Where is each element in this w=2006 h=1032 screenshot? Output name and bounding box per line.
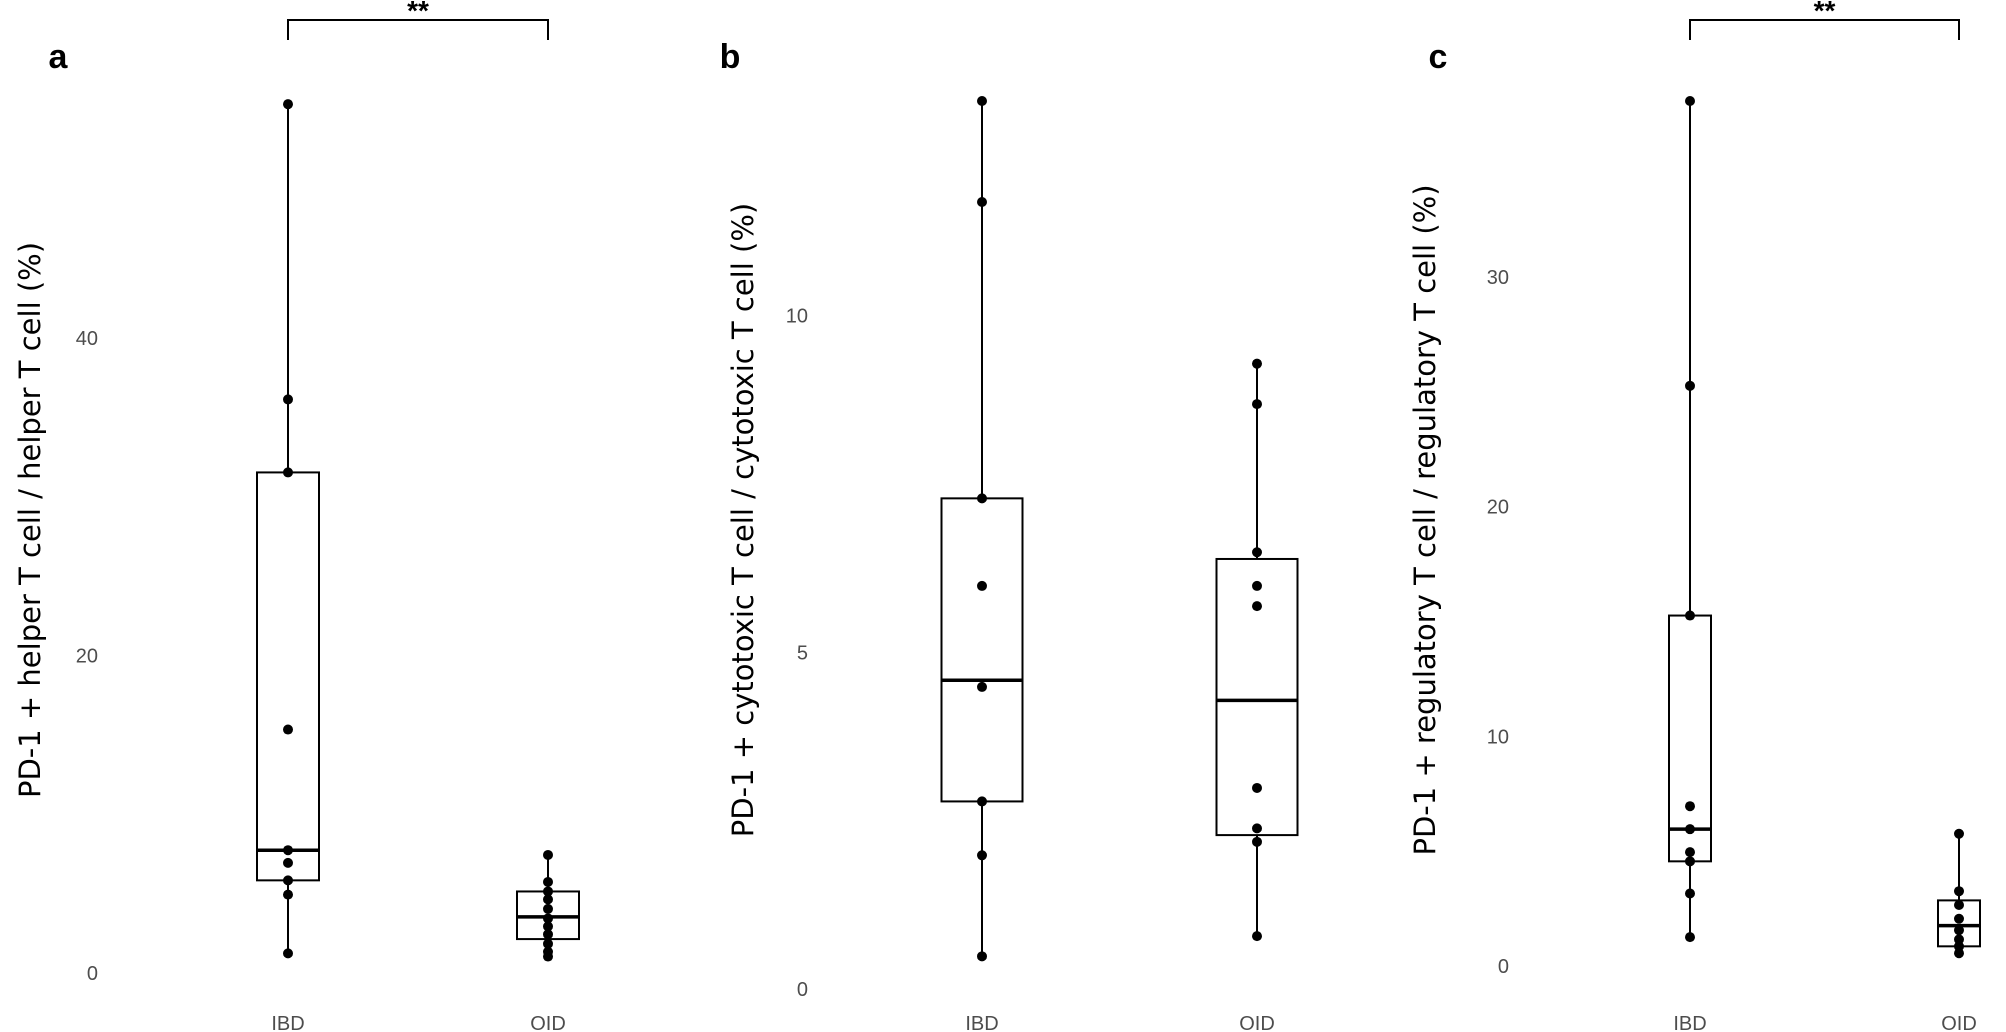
panel-c-x-tick-label: IBD [1673, 1013, 1706, 1032]
panel-c-oid-data-point [1954, 948, 1964, 959]
panel-c-oid-data-point [1954, 925, 1964, 936]
panel-a-oid-data-point [543, 938, 553, 949]
panel-b-ibd-box [940, 497, 1024, 803]
panel-b-oid-data-point [1252, 836, 1262, 847]
panel-b-y-tick-label: 5 [797, 642, 808, 664]
panel-a-label: a [49, 38, 69, 76]
panel-a-y-axis-label: PD-1 + helper T cell / helper T cell (%) [13, 242, 47, 798]
panel-c-ibd-data-point [1685, 932, 1695, 943]
panel-a-y-tick-label: 20 [76, 646, 98, 668]
panel-c-ibd-data-point [1685, 824, 1695, 835]
panel-a-ibd-data-point [283, 875, 293, 886]
panel-c-ibd-data-point [1685, 888, 1695, 899]
panel-c-significance-bracket [1689, 19, 1960, 40]
panel-c-oid-data-point [1954, 934, 1964, 945]
panel-a-x-tick-label: OID [530, 1013, 566, 1032]
panel-b-oid-box [1215, 557, 1299, 837]
panel-c-ibd-box [1668, 614, 1712, 863]
panel-a-ibd-data-point [283, 857, 293, 868]
panel-b-oid-data-point [1252, 547, 1262, 558]
panel-c-y-axis-label: PD-1 + regulatory T cell / regulatory T … [1408, 184, 1442, 855]
panel-a-significance-label: ** [407, 0, 429, 26]
panel-a-y-tick-label: 0 [87, 963, 98, 985]
panel-b-ibd-data-point [977, 580, 987, 591]
panel-c-oid-data-point [1954, 886, 1964, 897]
panel-b-oid-data-point [1252, 931, 1262, 942]
panel-b-ibd-data-point [977, 796, 987, 807]
panel-a-oid-data-point [543, 903, 553, 914]
panel-a-oid-data-point [543, 886, 553, 897]
panel-a-ibd-data-point [283, 99, 293, 110]
panel-a-oid-data-point [543, 929, 553, 940]
panel-b-y-tick-label: 0 [797, 979, 808, 1001]
panel-b-label: b [720, 38, 741, 76]
panel-c-y-tick-label: 0 [1498, 956, 1509, 978]
panel-b-ibd-data-point [977, 96, 987, 106]
panel-c-label: c [1429, 38, 1448, 76]
panel-a-oid-data-point [543, 876, 553, 887]
panel-c-y-tick-label: 20 [1487, 497, 1509, 519]
panel-b-oid-data-point [1252, 601, 1262, 612]
panel-a-significance-bracket [287, 19, 549, 40]
panel-c-significance-label: ** [1814, 0, 1836, 26]
panel-b-oid-data-point [1252, 358, 1262, 369]
panel-a-ibd-data-point [283, 845, 293, 856]
panel-b-ibd-data-point [977, 681, 987, 692]
panel-c-oid-data-point [1954, 941, 1964, 952]
panel-a-oid-data-point [543, 913, 553, 924]
panel-c-x-tick-label: OID [1941, 1013, 1977, 1032]
panel-a-oid-data-point [543, 921, 553, 932]
panel-c-oid-data-point [1954, 828, 1964, 839]
panel-a-ibd-data-point [283, 948, 293, 959]
panel-b-oid-data-point [1252, 399, 1262, 410]
panel-a-ibd-data-point [283, 467, 293, 478]
panel-c-ibd-data-point [1685, 96, 1695, 106]
panel-c-ibd-data-point [1685, 847, 1695, 858]
panel-b-ibd-data-point [977, 493, 987, 504]
panel-a-ibd-box [256, 471, 320, 882]
panel-c-oid-data-point [1954, 899, 1964, 910]
panel-a-oid-data-point [543, 946, 553, 957]
panel-a-ibd-data-point [283, 394, 293, 405]
panel-b-ibd-data-point [977, 951, 987, 962]
panel-c-ibd-data-point [1685, 380, 1695, 391]
panel-b-ibd-data-point [977, 850, 987, 861]
panel-b-oid-data-point [1252, 580, 1262, 591]
panel-c-ibd-data-point [1685, 610, 1695, 621]
panel-c-ibd-data-point [1685, 801, 1695, 812]
panel-b-oid-data-point [1252, 823, 1262, 834]
panel-a-oid-data-point [543, 849, 553, 860]
panel-b-x-tick-label: OID [1239, 1013, 1275, 1032]
panel-b-ibd-data-point [977, 197, 987, 208]
panel-b-x-tick-label: IBD [965, 1013, 998, 1032]
panel-b-y-tick-label: 10 [786, 306, 808, 328]
panel-a-ibd-data-point [283, 889, 293, 900]
panel-a-x-tick-label: IBD [271, 1013, 304, 1032]
panel-b-oid-data-point [1252, 782, 1262, 793]
panel-b-y-axis-label: PD-1 + cytotoxic T cell / cytotoxic T ce… [726, 203, 760, 837]
panel-a-oid-data-point [543, 894, 553, 905]
panel-a-y-tick-label: 40 [76, 328, 98, 350]
panel-c-y-tick-label: 10 [1487, 726, 1509, 748]
panel-c-oid-data-point [1954, 913, 1964, 924]
panel-c-ibd-data-point [1685, 856, 1695, 867]
panel-a-ibd-data-point [283, 724, 293, 735]
panel-c-y-tick-label: 30 [1487, 267, 1509, 289]
